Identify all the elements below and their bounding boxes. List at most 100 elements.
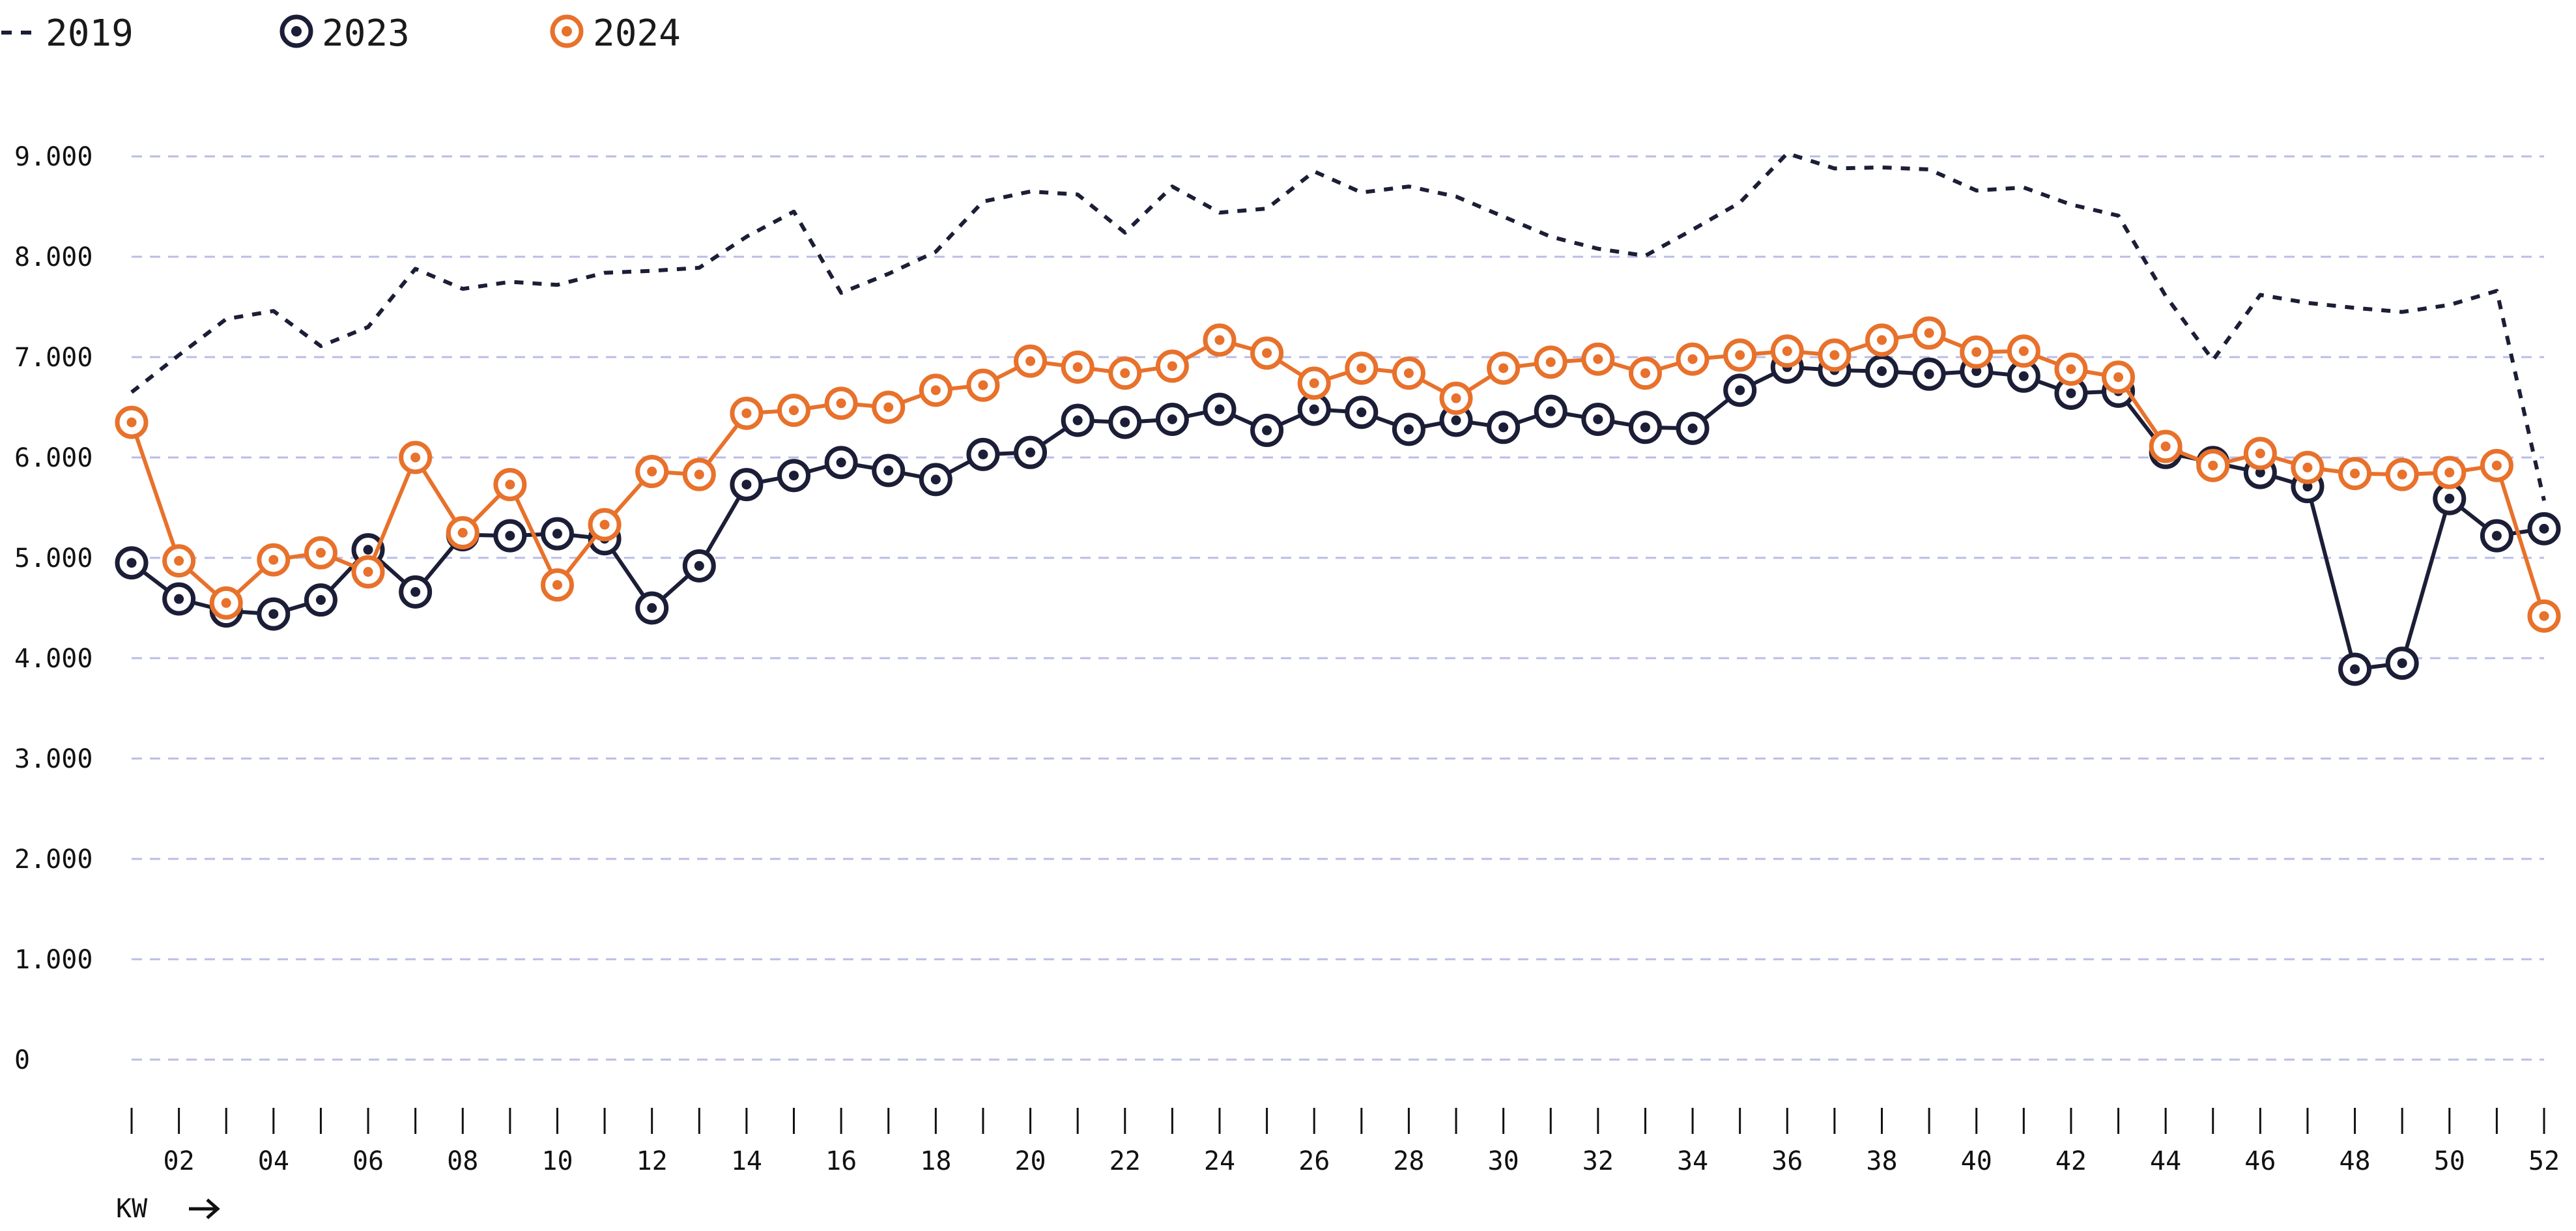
- data-point-2024[interactable]: [2246, 439, 2274, 468]
- data-point-2024[interactable]: [1016, 347, 1045, 375]
- data-point-2024[interactable]: [1442, 384, 1470, 413]
- data-point-2024[interactable]: [1205, 326, 1234, 355]
- data-point-2024[interactable]: [2104, 363, 2133, 392]
- data-point-2023[interactable]: [1016, 438, 1045, 467]
- data-point-2024[interactable]: [543, 571, 571, 600]
- data-point-2023[interactable]: [306, 586, 335, 615]
- data-point-2024[interactable]: [2435, 458, 2464, 487]
- data-point-2024[interactable]: [1962, 338, 1991, 366]
- data-point-2024[interactable]: [448, 519, 477, 547]
- data-point-2024[interactable]: [1726, 341, 1754, 369]
- data-point-2023[interactable]: [1394, 415, 1423, 444]
- data-point-2024[interactable]: [2530, 601, 2558, 630]
- data-point-2024[interactable]: [1347, 354, 1376, 383]
- data-point-2023[interactable]: [1726, 376, 1754, 405]
- data-point-2023[interactable]: [259, 600, 288, 628]
- data-point-2024[interactable]: [1063, 353, 1092, 381]
- data-point-2023[interactable]: [969, 440, 997, 469]
- data-point-2024[interactable]: [1867, 326, 1896, 355]
- data-point-2023[interactable]: [496, 521, 524, 550]
- data-point-2024[interactable]: [401, 443, 430, 472]
- data-point-2024[interactable]: [259, 545, 288, 574]
- data-point-2024[interactable]: [1678, 345, 1707, 373]
- data-point-2024[interactable]: [921, 376, 950, 405]
- data-point-2023[interactable]: [827, 448, 855, 477]
- data-point-2024[interactable]: [2009, 337, 2038, 366]
- data-point-2024[interactable]: [117, 408, 146, 437]
- x-tick-label: 12: [637, 1146, 668, 1176]
- data-point-2023[interactable]: [1678, 414, 1707, 442]
- data-point-2023[interactable]: [921, 465, 950, 494]
- x-tick-label: 22: [1109, 1146, 1141, 1176]
- x-tick-label: 20: [1014, 1146, 1046, 1176]
- data-point-2024[interactable]: [1820, 341, 1849, 369]
- data-point-2023[interactable]: [543, 519, 571, 548]
- data-point-2024[interactable]: [780, 396, 809, 425]
- data-point-2023[interactable]: [1915, 360, 1943, 388]
- data-point-2023[interactable]: [1631, 413, 1659, 442]
- data-point-2024[interactable]: [2388, 460, 2416, 489]
- data-point-2023[interactable]: [685, 551, 713, 580]
- data-point-2023[interactable]: [1489, 413, 1518, 442]
- data-point-2024[interactable]: [2482, 451, 2511, 480]
- data-point-2024[interactable]: [212, 588, 240, 617]
- data-point-2023[interactable]: [401, 577, 430, 606]
- data-point-2024[interactable]: [1111, 359, 1139, 388]
- data-point-2023[interactable]: [2341, 655, 2369, 684]
- data-point-2023[interactable]: [1584, 405, 1612, 433]
- legend: 2019 2023 2024: [1, 12, 681, 55]
- data-point-2024[interactable]: [638, 457, 666, 486]
- legend-entry-2023[interactable]: 2023: [282, 12, 410, 55]
- legend-marker-dot-2024: [562, 26, 572, 36]
- data-point-2024[interactable]: [590, 510, 619, 539]
- data-point-2023[interactable]: [1253, 416, 1281, 444]
- data-point-2023[interactable]: [1536, 397, 1565, 426]
- data-point-2024[interactable]: [1915, 319, 1943, 347]
- data-point-2024[interactable]: [2151, 432, 2180, 461]
- data-point-2024[interactable]: [1631, 359, 1659, 388]
- data-point-2023[interactable]: [732, 471, 761, 499]
- data-point-2024[interactable]: [1253, 339, 1281, 368]
- data-point-2024[interactable]: [1158, 352, 1186, 381]
- data-point-2023[interactable]: [2482, 521, 2511, 550]
- data-point-2024[interactable]: [165, 547, 193, 575]
- data-point-2023[interactable]: [117, 549, 146, 577]
- data-point-2024[interactable]: [354, 558, 382, 587]
- data-point-2024[interactable]: [874, 393, 903, 422]
- data-point-2023[interactable]: [1347, 398, 1376, 427]
- data-point-2024[interactable]: [1584, 345, 1612, 373]
- legend-entry-2024[interactable]: 2024: [552, 12, 681, 55]
- data-point-2024[interactable]: [969, 371, 997, 399]
- data-point-2023[interactable]: [874, 456, 903, 485]
- data-point-2024[interactable]: [1394, 359, 1423, 388]
- data-point-2023[interactable]: [2530, 514, 2558, 543]
- data-point-2024[interactable]: [1300, 369, 1328, 398]
- data-point-2024[interactable]: [306, 538, 335, 567]
- data-point-2023[interactable]: [165, 585, 193, 613]
- series-line-2024: [132, 333, 2544, 616]
- data-point-2024[interactable]: [732, 399, 761, 427]
- data-point-2024[interactable]: [2199, 451, 2227, 480]
- x-tick-label: 48: [2339, 1146, 2370, 1176]
- data-point-2024[interactable]: [496, 471, 524, 499]
- data-point-2023[interactable]: [780, 461, 809, 490]
- data-point-2023[interactable]: [1063, 406, 1092, 435]
- x-tick-label: 42: [2055, 1146, 2087, 1176]
- data-point-2024[interactable]: [685, 460, 713, 489]
- data-point-2024[interactable]: [1773, 337, 1801, 366]
- data-point-2023[interactable]: [2388, 649, 2416, 678]
- data-point-2023[interactable]: [638, 594, 666, 622]
- legend-entry-2019[interactable]: 2019: [1, 12, 134, 55]
- data-point-2023[interactable]: [1158, 405, 1186, 433]
- data-point-2024[interactable]: [827, 389, 855, 418]
- data-point-2023[interactable]: [1111, 408, 1139, 437]
- data-point-2024[interactable]: [2293, 453, 2322, 482]
- data-point-2024[interactable]: [1489, 354, 1518, 383]
- data-point-2024[interactable]: [1536, 348, 1565, 377]
- data-point-2024[interactable]: [2057, 355, 2085, 383]
- legend-label-2023: 2023: [322, 12, 410, 55]
- grid: [132, 156, 2544, 1060]
- data-point-2023[interactable]: [1867, 357, 1896, 386]
- data-point-2023[interactable]: [1205, 395, 1234, 424]
- data-point-2024[interactable]: [2341, 459, 2369, 488]
